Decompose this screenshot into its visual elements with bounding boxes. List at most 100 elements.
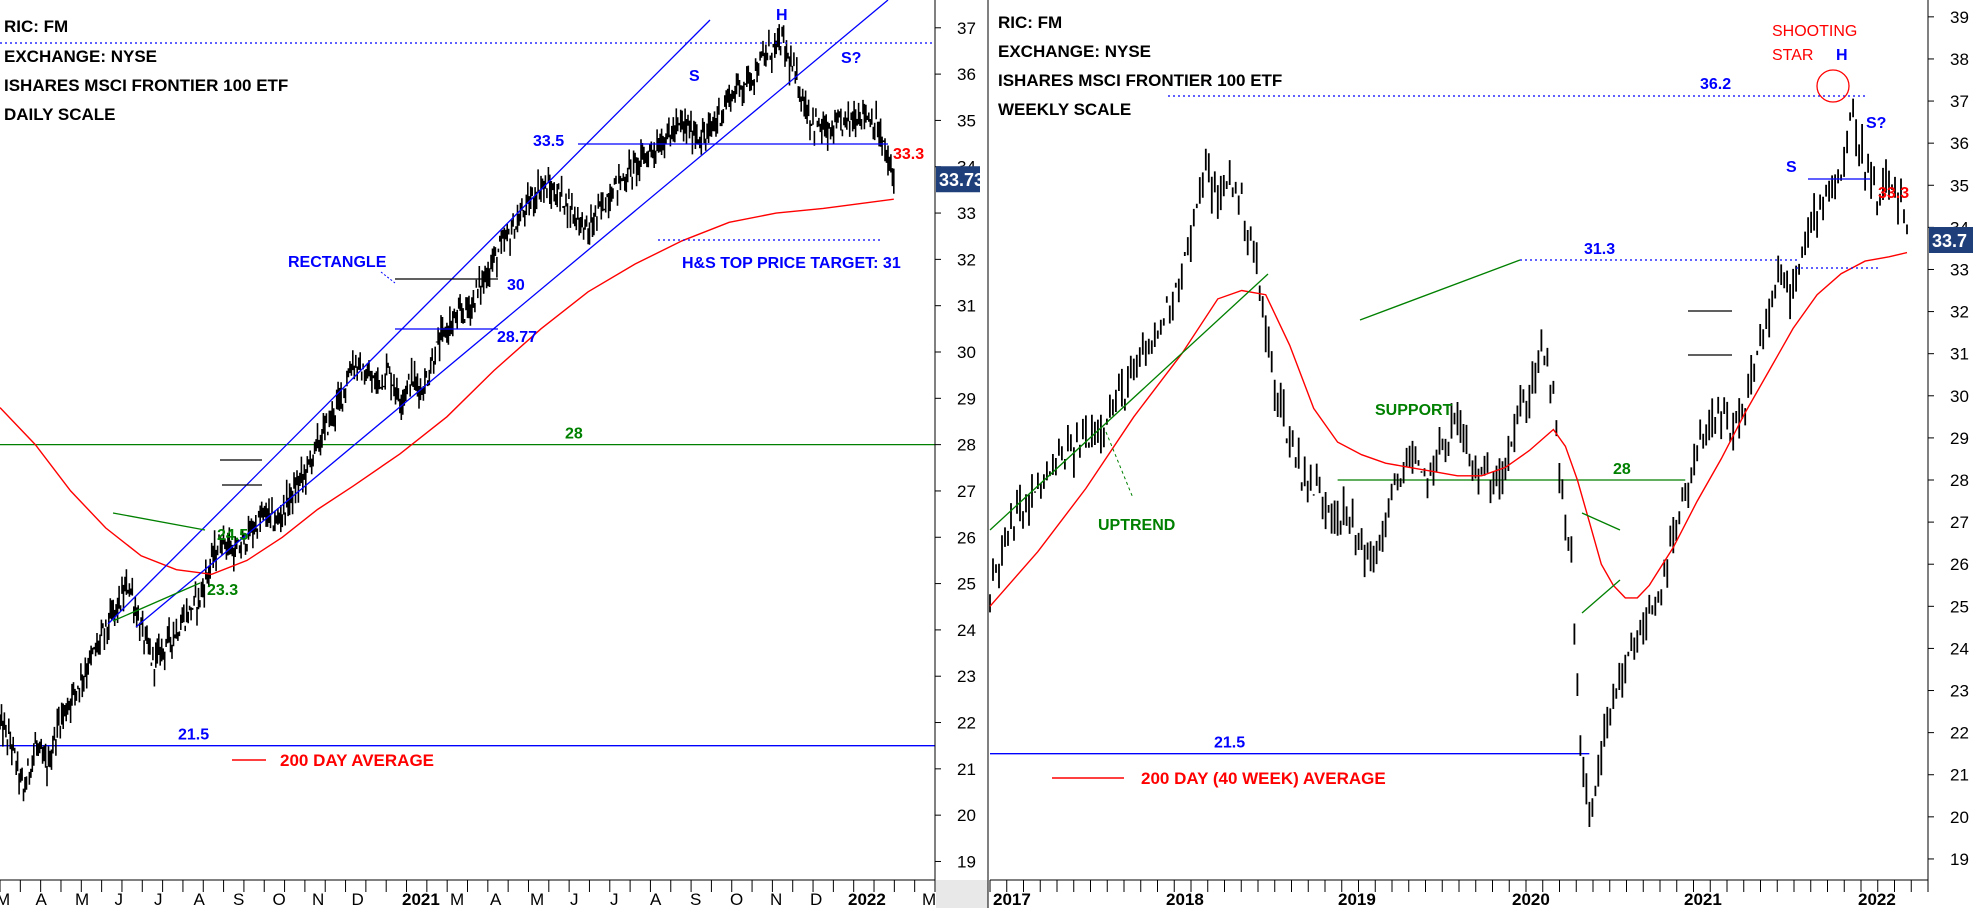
- label-uptrend: UPTREND: [1098, 517, 1175, 534]
- y-tick-label: 20: [957, 806, 976, 825]
- x-tick-label: O: [273, 890, 286, 908]
- x-tick-label: J: [610, 890, 619, 908]
- triangle-upper-line: [112, 512, 206, 531]
- label-24-5: 24.5: [217, 527, 248, 544]
- hline-label-1: 28: [565, 426, 583, 443]
- moving-average-line: [0, 198, 894, 576]
- rectangle-pointer-line: [380, 271, 396, 284]
- daily-chart-plot: 21.5 28: [0, 24, 935, 802]
- y-tick-label: 21: [1950, 766, 1969, 785]
- y-tick-label: 24: [957, 621, 976, 640]
- x-tick-label: S: [233, 890, 244, 908]
- weekly-chart-labels: RIC: FM EXCHANGE: NYSE ISHARES MSCI FRON…: [998, 13, 1909, 788]
- y-tick-label: 37: [1950, 92, 1969, 111]
- label-33-3-right: 33.3: [1878, 185, 1909, 202]
- weekly-chart-plot: 21.5 28: [989, 98, 1908, 827]
- label-h-right: H: [1836, 47, 1848, 64]
- info-scale-right: WEEKLY SCALE: [998, 100, 1131, 119]
- legend-label-right: 200 DAY (40 WEEK) AVERAGE: [1141, 769, 1386, 788]
- y-tick-label: 31: [957, 297, 976, 316]
- x-tick-label: M: [450, 890, 464, 908]
- triangle-right-upper: [1581, 512, 1621, 531]
- shooting-star-circle: [1816, 69, 1850, 103]
- x-tick-label: A: [36, 890, 48, 908]
- x-tick-label: 2017: [993, 890, 1031, 908]
- y-tick-label: 29: [957, 389, 976, 408]
- label-30: 30: [507, 277, 525, 294]
- x-tick-label: O: [730, 890, 743, 908]
- y-tick-label: 32: [957, 250, 976, 269]
- label-s-question-right: S?: [1866, 115, 1886, 132]
- y-tick-label: 22: [1950, 724, 1969, 743]
- daily-chart-axes: 1920212223242526272829303132333435363733…: [0, 0, 984, 909]
- label-support: SUPPORT: [1375, 402, 1453, 419]
- y-tick-label: 28: [957, 436, 976, 455]
- label-star: STAR: [1772, 47, 1813, 64]
- x-tick-label: 2018: [1166, 890, 1204, 908]
- label-28-77: 28.77: [497, 329, 537, 346]
- y-tick-label: 36: [957, 65, 976, 84]
- info-ric: RIC: FM: [4, 17, 68, 36]
- ohlc-bars: [989, 98, 1908, 827]
- y-tick-label: 30: [1950, 387, 1969, 406]
- info-exchange-right: EXCHANGE: NYSE: [998, 42, 1151, 61]
- label-36-2: 36.2: [1700, 76, 1731, 93]
- y-tick-label: 35: [1950, 176, 1969, 195]
- x-tick-label: 2022: [848, 890, 886, 908]
- y-tick-label: 27: [957, 482, 976, 501]
- x-tick-label: M: [0, 890, 10, 908]
- weekly-chart-axes: 1920212223242526272829303132333435363738…: [989, 0, 1973, 909]
- channel-upper-line: [107, 19, 711, 625]
- y-tick-label: 20: [1950, 808, 1969, 827]
- y-tick-label: 39: [1950, 8, 1969, 27]
- x-tick-label: A: [650, 890, 662, 908]
- last-price-box: [1929, 227, 1973, 253]
- hline-label-1: 28: [1613, 461, 1631, 478]
- x-tick-label: 2022: [1858, 890, 1896, 908]
- x-tick-label: 2021: [402, 890, 440, 908]
- y-tick-label: 25: [957, 575, 976, 594]
- y-tick-label: 32: [1950, 303, 1969, 322]
- label-33-3-left: 33.3: [893, 146, 924, 163]
- channel-lower-line: [135, 0, 889, 628]
- x-tick-label: J: [570, 890, 579, 908]
- label-rectangle: RECTANGLE: [288, 254, 387, 271]
- label-h: H: [776, 7, 788, 24]
- daily-chart-annotations: [0, 0, 935, 761]
- y-tick-label: 19: [1950, 850, 1969, 869]
- gutter-bottom: [936, 880, 988, 908]
- y-tick-label: 25: [1950, 597, 1969, 616]
- x-tick-label: 2021: [1684, 890, 1722, 908]
- uptrend-line: [989, 273, 1269, 531]
- weekly-chart-annotations: [989, 69, 1880, 779]
- y-tick-label: 23: [1950, 682, 1969, 701]
- x-tick-label: 2019: [1338, 890, 1376, 908]
- y-tick-label: 26: [1950, 555, 1969, 574]
- info-exchange: EXCHANGE: NYSE: [4, 47, 157, 66]
- x-tick-label: M: [75, 890, 89, 908]
- y-tick-label: 31: [1950, 345, 1969, 364]
- label-23-3: 23.3: [207, 582, 238, 599]
- info-scale: DAILY SCALE: [4, 105, 115, 124]
- last-price-label: 33.7: [1932, 231, 1967, 251]
- info-name: ISHARES MSCI FRONTIER 100 ETF: [4, 76, 288, 95]
- y-tick-label: 26: [957, 528, 976, 547]
- x-tick-label: M: [530, 890, 544, 908]
- x-tick-label: A: [194, 890, 206, 908]
- info-name-right: ISHARES MSCI FRONTIER 100 ETF: [998, 71, 1282, 90]
- label-s-question: S?: [841, 50, 861, 67]
- y-tick-label: 33: [1950, 260, 1969, 279]
- y-tick-label: 22: [957, 714, 976, 733]
- x-tick-label: J: [115, 890, 124, 908]
- moving-average-line: [989, 251, 1908, 607]
- x-tick-label: N: [770, 890, 782, 908]
- x-tick-label: S: [690, 890, 701, 908]
- y-tick-label: 36: [1950, 134, 1969, 153]
- x-tick-label: 2020: [1512, 890, 1550, 908]
- y-tick-label: 37: [957, 19, 976, 38]
- x-tick-label: M: [922, 890, 936, 908]
- y-tick-label: 27: [1950, 513, 1969, 532]
- label-33-5: 33.5: [533, 133, 564, 150]
